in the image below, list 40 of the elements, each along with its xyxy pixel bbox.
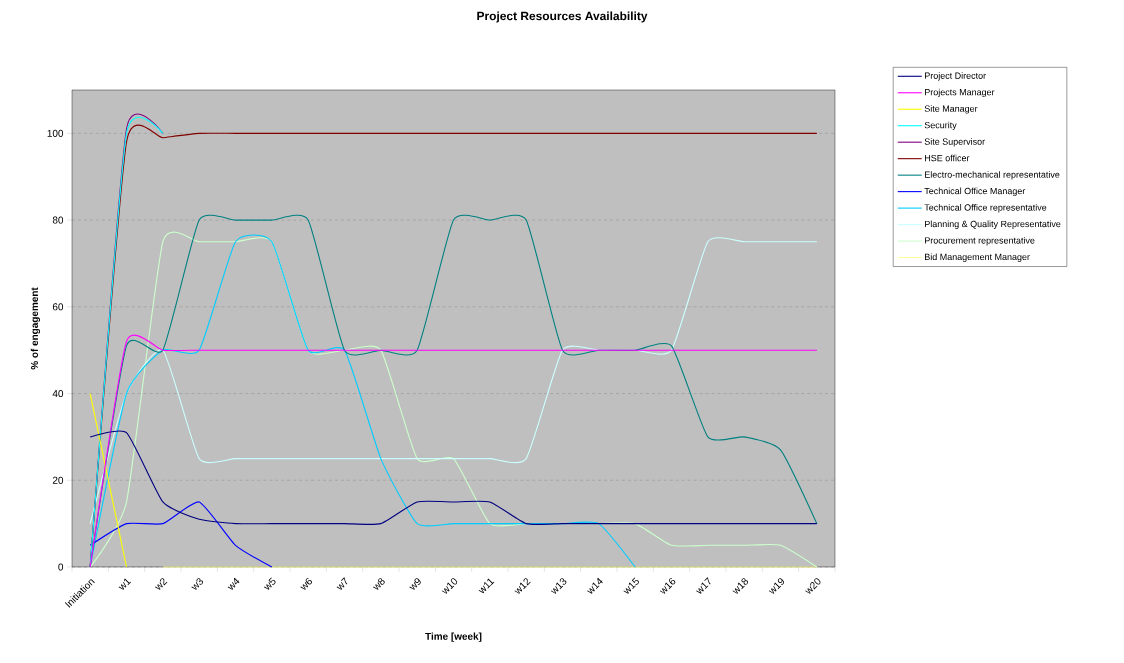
line-series bbox=[89, 501, 273, 568]
x-tick-label: w12 bbox=[514, 578, 531, 594]
legend-label: Procurement representative bbox=[925, 237, 1035, 246]
x-tick-label: w3 bbox=[191, 578, 204, 590]
x-tick-label: w6 bbox=[300, 578, 312, 590]
x-tick-label: w19 bbox=[768, 578, 785, 594]
y-tick-label: 20 bbox=[52, 476, 64, 484]
x-axis-title: Time [week] bbox=[425, 632, 482, 642]
x-tick-label: w10 bbox=[441, 578, 458, 594]
x-tick-label: w9 bbox=[409, 578, 421, 590]
legend-label: Technical Office Manager bbox=[924, 187, 1026, 196]
x-tick-label: w20 bbox=[805, 578, 821, 594]
legend-label: Site Supervisor bbox=[924, 138, 985, 147]
y-tick-label: 100 bbox=[47, 129, 64, 137]
y-tick-label: 80 bbox=[52, 216, 64, 224]
legend-label: Bid Management Manager bbox=[925, 253, 1030, 262]
x-tick-label: w16 bbox=[659, 578, 676, 594]
x-tick-label: w1 bbox=[118, 578, 132, 590]
chart-title: Project Resources Availability bbox=[477, 11, 648, 23]
legend-label: Project Director bbox=[925, 72, 986, 81]
x-tick-label: w8 bbox=[373, 578, 385, 590]
x-tick-label: w14 bbox=[587, 577, 603, 594]
legend-label: HSE officer bbox=[925, 154, 970, 162]
x-tick-label: w13 bbox=[550, 578, 567, 594]
x-tick-label: w5 bbox=[263, 577, 276, 590]
x-tick-label: w2 bbox=[155, 578, 168, 590]
legend-label: Site Manager bbox=[924, 105, 978, 114]
legend-label: Electro-mechanical representative bbox=[925, 171, 1060, 180]
legend-label: Security bbox=[924, 121, 957, 131]
legend-label: Projects Manager bbox=[925, 88, 995, 98]
y-tick-label: 0 bbox=[58, 563, 64, 571]
legend-label: Planning & Quality Representative bbox=[925, 220, 1061, 229]
x-tick-label: w4 bbox=[227, 577, 240, 590]
x-tick-label: w7 bbox=[336, 577, 348, 590]
x-tick-label: w11 bbox=[478, 578, 495, 594]
y-tick-label: 40 bbox=[52, 390, 64, 398]
y-axis-title: % of engagement bbox=[30, 287, 41, 370]
legend-label: Technical Office representative bbox=[924, 204, 1047, 213]
y-tick-label: 60 bbox=[52, 303, 64, 311]
x-tick-label: w18 bbox=[732, 578, 749, 594]
